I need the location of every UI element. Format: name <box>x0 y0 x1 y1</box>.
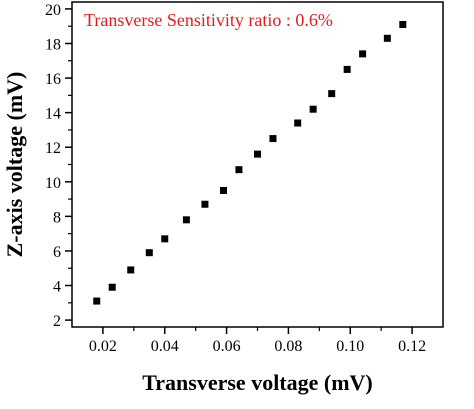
x-axis-title: Transverse voltage (mV) <box>142 370 373 395</box>
y-tick-label: 4 <box>53 279 61 296</box>
data-point <box>399 20 407 28</box>
y-tick-label: 12 <box>45 140 61 157</box>
data-point <box>201 200 209 208</box>
axis-ticks: 0.02 0.04 0.06 0.08 0.10 0.12 2 4 6 8 10 12 14 16 18 20 <box>45 2 426 355</box>
y-tick-label: 8 <box>53 209 61 226</box>
data-point <box>328 90 336 98</box>
y-tick-label: 10 <box>45 175 61 192</box>
x-tick-label: 0.10 <box>336 338 364 355</box>
data-point <box>359 50 367 58</box>
x-tick-label: 0.06 <box>213 338 241 355</box>
x-tick-label: 0.02 <box>89 338 117 355</box>
data-point <box>383 34 391 42</box>
data-point <box>235 166 243 174</box>
data-point <box>294 119 302 127</box>
y-tick-label: 18 <box>45 36 61 53</box>
data-point <box>93 297 101 305</box>
data-point <box>269 135 277 143</box>
data-point <box>108 283 116 291</box>
annotation-text: Transverse Sensitivity ratio : 0.6% <box>84 10 333 30</box>
y-tick-label: 20 <box>45 2 61 19</box>
y-axis-title: Z-axis voltage (mV) <box>2 72 27 258</box>
data-point <box>161 235 169 243</box>
y-tick-label: 2 <box>53 313 61 330</box>
x-tick-label: 0.04 <box>151 338 179 355</box>
data-point <box>343 65 351 73</box>
y-tick-label: 6 <box>53 244 61 261</box>
data-point <box>219 186 227 194</box>
plot-frame <box>71 1 444 328</box>
x-tick-label: 0.12 <box>398 338 426 355</box>
y-tick-label: 14 <box>45 106 61 123</box>
data-point <box>145 249 153 257</box>
data-point <box>127 266 135 274</box>
data-point <box>309 105 317 113</box>
data-points <box>93 20 407 305</box>
y-tick-label: 16 <box>45 71 61 88</box>
data-point <box>182 216 190 224</box>
data-point <box>254 150 261 158</box>
x-tick-label: 0.08 <box>274 338 302 355</box>
